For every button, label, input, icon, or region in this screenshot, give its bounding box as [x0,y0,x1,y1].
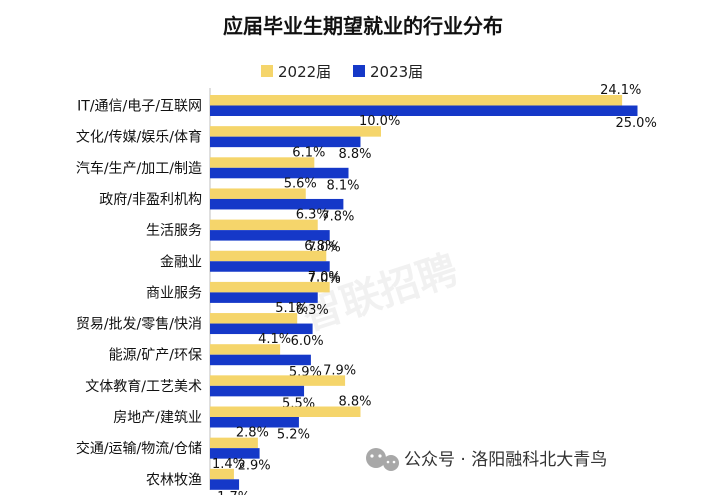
data-label: 5.2% [277,428,310,443]
bar-2022 [210,344,281,355]
bar-2022 [210,406,361,417]
bar-2023 [210,105,638,116]
legend-label-2022: 2022届 [278,63,331,81]
watermark: 公众号 · 洛阳融科北大青鸟 [366,448,607,471]
data-label: 1.7% [217,490,250,495]
bar-2022 [210,468,234,480]
bar-2023 [210,292,318,303]
data-label: 2.8% [236,426,269,441]
bar-2023 [210,230,330,241]
bar-2022 [210,95,623,106]
wechat-icon [366,448,399,471]
bar-2022 [210,188,306,199]
bar-2022 [210,313,298,324]
data-label: 1.4% [212,457,245,472]
legend-label-2023: 2023届 [370,63,423,81]
bar-2023 [210,417,299,428]
chart-title: 应届毕业生期望就业的行业分布 [223,14,503,38]
data-label: 10.0% [359,114,400,129]
category-label: 生活服务 [146,223,202,239]
bar-2023 [210,198,344,210]
bar-2022 [210,126,381,137]
data-label: 7.8% [321,209,354,224]
data-label: 6.0% [291,334,324,349]
bar-2023 [210,167,349,179]
category-label: 文体教育/工艺美术 [85,379,202,395]
category-label: 能源/矿产/环保 [109,348,202,364]
category-label: 文化/传媒/娱乐/体育 [76,130,202,146]
category-label: 商业服务 [146,285,202,301]
legend-swatch-2023 [353,65,365,77]
category-label: 农林牧渔 [146,472,202,488]
bar-2022 [210,375,346,386]
data-label: 5.1% [275,301,308,316]
bar-2023 [210,323,313,335]
category-label: IT/通信/电子/互联网 [77,99,202,115]
data-label: 7.9% [323,363,356,378]
data-label: 8.8% [338,395,371,410]
category-label: 金融业 [160,254,202,270]
data-label: 6.3% [296,303,329,318]
data-label: 5.6% [284,176,317,191]
category-label: 贸易/批发/零售/快消 [76,317,202,333]
data-label: 8.1% [327,178,360,193]
bar-2022 [210,157,315,168]
bar-2023 [210,479,240,490]
bar-2023 [210,385,305,397]
bar-2022 [210,281,330,293]
bar-2022 [210,250,327,262]
bar-2022 [210,437,258,449]
data-label: 4.1% [258,332,291,347]
bar-2023 [210,261,330,272]
data-label: 7.0% [308,270,341,285]
data-label: 25.0% [616,116,657,131]
category-label: 房地产/建筑业 [113,410,202,426]
category-label: 交通/运输/物流/仓储 [76,440,202,457]
bar-2023 [210,354,311,366]
data-label: 8.8% [338,147,371,162]
data-label: 2.9% [238,459,271,474]
bar-2022 [210,219,318,231]
data-label: 24.1% [600,83,641,98]
bar-2023 [210,448,260,459]
category-label: 汽车/生产/加工/制造 [76,160,202,177]
legend: 2022届 2023届 [261,63,423,81]
category-label: 政府/非盈利机构 [99,192,202,208]
data-label: 6.3% [296,208,329,223]
data-label: 6.1% [292,145,325,160]
chart-marks: IT/通信/电子/互联网 24.1% 25.0% 文化/传媒/娱乐/体育 10.0% 8.… [76,83,657,495]
data-label: 6.8% [304,239,337,254]
legend-swatch-2022 [261,65,273,77]
watermark-text: 公众号 · 洛阳融科北大青鸟 [404,450,607,470]
bar-2023 [210,136,361,148]
